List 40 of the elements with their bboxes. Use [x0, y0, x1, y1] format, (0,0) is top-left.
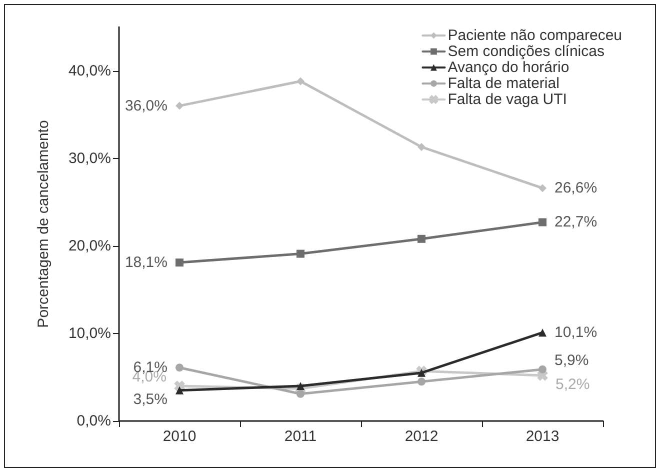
data-label: 22,7% — [554, 214, 598, 231]
legend-label: Falta de vaga UTI — [448, 91, 567, 108]
point — [538, 184, 546, 192]
data-label: 26,6% — [554, 180, 598, 197]
point — [538, 218, 546, 226]
point — [418, 142, 426, 151]
point — [174, 380, 184, 391]
point — [296, 382, 304, 390]
point — [176, 364, 184, 372]
data-label: 10,1% — [554, 324, 598, 342]
data-label: 18,1% — [124, 254, 168, 272]
point — [418, 378, 426, 386]
legend-label: Falta de material — [448, 75, 560, 92]
point — [418, 234, 426, 243]
point — [176, 386, 184, 394]
point — [176, 258, 184, 267]
x-tick-label: 2012 — [404, 428, 438, 445]
data-label: 36,0% — [124, 97, 168, 114]
y-tick-label: 0,0% — [76, 412, 111, 430]
y-tick-label: 20,0% — [68, 237, 111, 254]
data-label: 3,5% — [133, 390, 168, 408]
legend-label: Avanço do horário — [448, 59, 570, 76]
y-tick-label: 30,0% — [68, 150, 111, 167]
point — [538, 365, 546, 374]
x-tick-label: 2011 — [284, 428, 317, 445]
point — [296, 77, 304, 86]
legend-label: Paciente não compareceu — [448, 27, 622, 44]
y-tick-label: 10,0% — [68, 324, 111, 342]
y-tick-label: 40,0% — [68, 62, 111, 80]
y-axis-title: Porcentagem de cancelamento — [35, 120, 52, 328]
point — [296, 250, 304, 258]
legend-label: Sem condições clínicas — [448, 43, 604, 60]
data-label: 5,9% — [554, 352, 589, 369]
point — [418, 368, 426, 377]
point — [538, 328, 546, 337]
point — [296, 390, 304, 398]
data-label: 5,2% — [556, 376, 590, 393]
x-tick-label: 2010 — [162, 428, 196, 445]
point — [176, 102, 184, 110]
x-tick-label: 2013 — [526, 428, 560, 445]
